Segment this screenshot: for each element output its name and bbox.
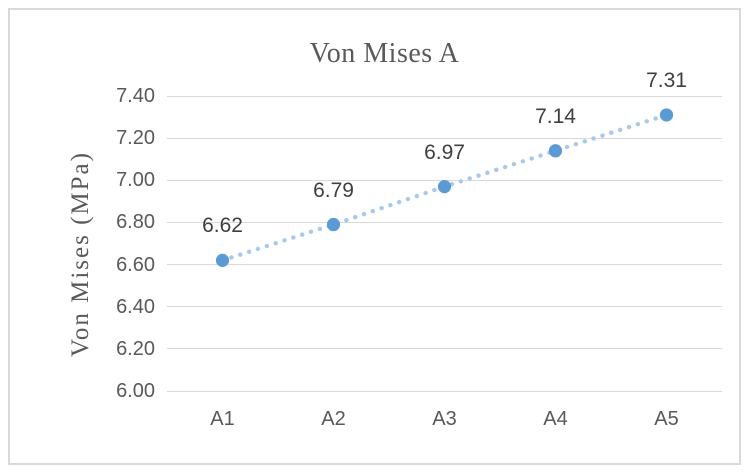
y-tick-label: 7.40 [116, 85, 155, 107]
data-point-label: 6.79 [313, 178, 354, 202]
gridline [167, 95, 722, 97]
y-tick-label: 6.80 [116, 211, 155, 234]
y-tick-label: 6.60 [116, 253, 155, 276]
data-point-marker [326, 217, 341, 232]
x-tick-label: A3 [432, 408, 457, 430]
x-tick-label: A4 [543, 408, 568, 430]
data-point-label: 7.14 [535, 104, 576, 128]
y-tick-label: 6.40 [116, 295, 155, 318]
gridline [167, 264, 722, 266]
x-tick-label: A2 [321, 408, 346, 430]
data-point-label: 7.31 [646, 68, 687, 92]
chart-container[interactable]: Von Mises A Von Mises (MPa) 6.00 6.20 6.40… [8, 8, 741, 465]
data-point-marker [437, 180, 452, 194]
gridline [167, 137, 722, 139]
data-point-marker [215, 253, 230, 267]
y-tick-label: 7.00 [116, 169, 155, 192]
x-tick-label: A1 [210, 408, 235, 430]
plot-area [215, 108, 674, 267]
gridline [167, 306, 722, 308]
gridline [167, 348, 722, 350]
chart-title: Von Mises A [309, 38, 460, 69]
gridline [167, 390, 722, 392]
data-point-label: 6.97 [424, 140, 465, 164]
data-point-marker [659, 108, 674, 122]
y-tick-label: 7.20 [116, 127, 155, 150]
gridline [167, 221, 722, 223]
data-point-label: 6.62 [202, 214, 243, 238]
data-point-marker [548, 144, 563, 158]
y-tick-label: 6.00 [116, 380, 155, 402]
x-tick-label: A5 [654, 408, 679, 430]
y-tick-label: 6.20 [116, 337, 155, 360]
